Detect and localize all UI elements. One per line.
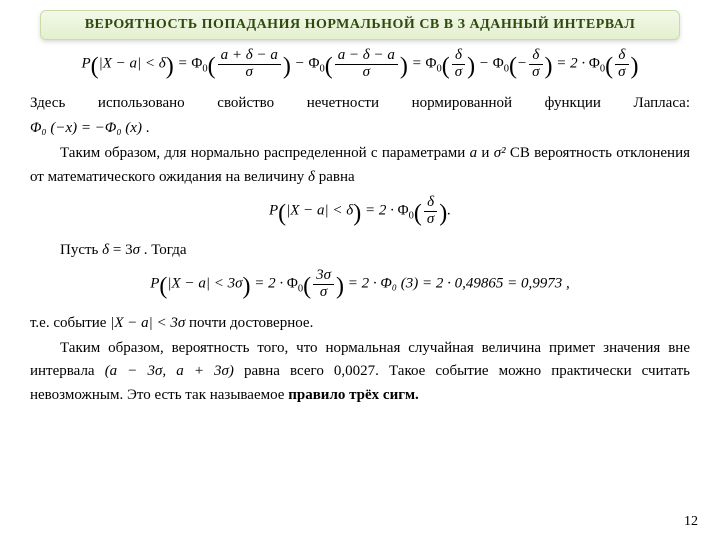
p2-a-sym: a: [470, 145, 478, 161]
eq3-mid: 2 · Φ₀ (3): [362, 276, 419, 292]
odd-lhs: Φ₀ (−x): [30, 120, 77, 136]
paragraph-odd-property: Здесь использовано свойство нечетности н…: [30, 92, 690, 115]
p2d: равна: [315, 169, 355, 185]
p2a: Таким образом, для нормально распределен…: [60, 145, 470, 161]
p4b: почти достоверное.: [185, 315, 313, 331]
p5-int-r: a + 3σ): [166, 363, 234, 379]
slide-page: ВЕРОЯТНОСТЬ ПОПАДАНИЯ НОРМАЛЬНОЙ СВ В З …: [0, 0, 720, 540]
eq1-f2-num: a − δ − a: [335, 48, 398, 65]
eq3-lhs: |X − a| < 3σ: [167, 276, 242, 292]
eq2-lhs: |X − a| < δ: [286, 203, 353, 219]
p3c: . Тогда: [140, 242, 186, 258]
eq1-f3-den: σ: [452, 65, 465, 81]
eq1-f5-den: σ: [615, 65, 628, 81]
paragraph-let: Пусть δ = 3σ . Тогда: [30, 239, 690, 262]
slide-title: ВЕРОЯТНОСТЬ ПОПАДАНИЯ НОРМАЛЬНОЙ СВ В З …: [40, 10, 680, 40]
eq3-num: 3σ: [313, 268, 334, 285]
eq1-f2-den: σ: [335, 65, 398, 81]
eq1-f4-den: σ: [529, 65, 542, 81]
eq2-coef: 2: [379, 203, 387, 219]
p2b: и: [477, 145, 494, 161]
paragraph-three-sigma: Таким образом, вероятность того, что нор…: [30, 337, 690, 407]
equation-1: P(|X − a| < δ) = Φ0(a + δ − aσ) − Φ0(a −…: [30, 48, 690, 86]
equation-3: P(|X − a| < 3σ) = 2 · Φ0(3σσ) = 2 · Φ₀ (…: [30, 268, 690, 306]
p5-int-l: (a − 3σ,: [105, 363, 166, 379]
p4a: т.е. событие: [30, 315, 110, 331]
p2-delta: δ: [308, 169, 315, 185]
odd-property-formula: Φ₀ (−x) = −Φ₀ (x) .: [30, 117, 690, 140]
p3b: = 3: [109, 242, 132, 258]
three-sigma-rule: правило трёх сигм.: [288, 387, 419, 403]
eq2-den: σ: [424, 212, 437, 228]
eq3-rhs: 0,9973: [521, 276, 562, 292]
eq1-f1-num: a + δ − a: [218, 48, 281, 65]
eq1-f4-num: δ: [529, 48, 542, 65]
p3-sigma: σ: [133, 242, 140, 258]
p2-sigma2: σ²: [494, 145, 506, 161]
equation-2: P(|X − a| < δ) = 2 · Φ0(δσ).: [30, 195, 690, 233]
eq1-f3-num: δ: [452, 48, 465, 65]
eq1-coef: 2: [570, 56, 578, 72]
page-number: 12: [684, 514, 698, 530]
p3a: Пусть: [60, 242, 102, 258]
p4-expr: |X − a| < 3σ: [110, 315, 185, 331]
eq3-coef: 2: [268, 276, 276, 292]
eq3-den: σ: [313, 285, 334, 301]
paragraph-almost-certain: т.е. событие |X − a| < 3σ почти достовер…: [30, 312, 690, 335]
odd-rhs: −Φ₀ (x): [95, 120, 142, 136]
eq3-mid2: 2 · 0,49865: [436, 276, 504, 292]
slide-body: P(|X − a| < δ) = Φ0(a + δ − aσ) − Φ0(a −…: [30, 48, 690, 407]
eq1-lhs: |X − a| < δ: [99, 56, 166, 72]
paragraph-deviation: Таким образом, для нормально распределен…: [30, 142, 690, 189]
p1-text: Здесь использовано свойство нечетности н…: [30, 95, 690, 111]
eq2-num: δ: [424, 195, 437, 212]
eq1-f1-den: σ: [218, 65, 281, 81]
eq1-f5-num: δ: [615, 48, 628, 65]
